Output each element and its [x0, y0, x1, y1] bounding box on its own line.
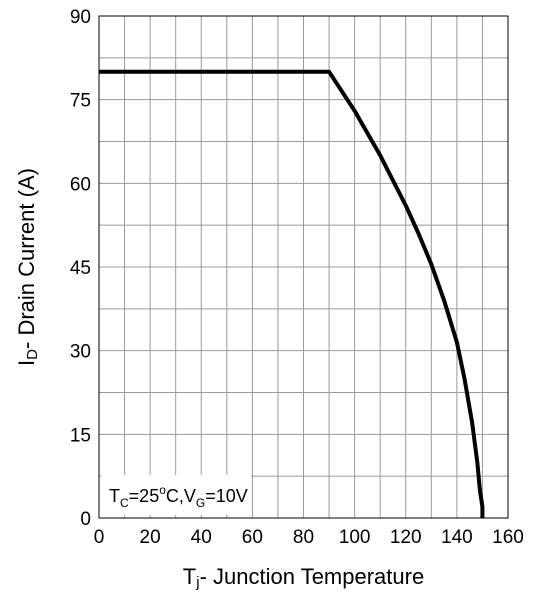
y-tick-label: 30: [70, 342, 91, 363]
y-tick-label: 60: [70, 174, 91, 195]
annotation-box: TC=25oC,VG=10V: [101, 475, 251, 515]
annotation-c: C,V: [166, 486, 196, 506]
x-tick-label: 120: [390, 527, 422, 548]
annotation-t: T: [109, 486, 120, 506]
annotation-box-frame: [101, 475, 251, 515]
grid: [98, 15, 509, 519]
x-axis-label-main: T: [183, 564, 196, 589]
x-tick-label: 140: [441, 527, 473, 548]
annotation-text: TC=25oC,VG=10V: [109, 483, 248, 510]
y-axis-label: ID- Drain Current (A): [14, 168, 41, 366]
x-tick-label: 0: [94, 527, 105, 548]
y-axis-label-rest: - Drain Current (A): [14, 168, 39, 349]
x-tick-label: 40: [191, 527, 212, 548]
annotation-eq2: =10V: [205, 486, 248, 506]
y-axis-label-sub: D: [24, 349, 41, 360]
plot-frame: [98, 15, 509, 519]
x-tick-label: 80: [293, 527, 314, 548]
x-tick-label: 160: [492, 527, 524, 548]
x-tick-labels: 0 20 40 60 80 100 120 140 160: [94, 527, 524, 548]
y-axis-label-main: I: [14, 360, 39, 366]
annotation-deg: o: [159, 483, 166, 497]
x-tick-label: 60: [242, 527, 263, 548]
y-tick-label: 15: [70, 425, 91, 446]
y-tick-label: 75: [70, 91, 91, 112]
y-tick-label: 90: [70, 7, 91, 28]
annotation-v-sub: G: [196, 496, 205, 510]
series-line: [99, 69, 485, 518]
x-axis-label-rest: - Junction Temperature: [200, 564, 425, 589]
x-tick-label: 20: [140, 527, 161, 548]
x-axis-label-sub: j: [195, 574, 199, 591]
y-tick-label: 45: [70, 258, 91, 279]
y-tick-label: 0: [80, 509, 91, 530]
annotation-t-sub: C: [120, 496, 129, 510]
x-tick-label: 100: [339, 527, 371, 548]
y-tick-labels: 0 15 30 45 60 75 90: [70, 7, 91, 530]
x-axis-label: Tj- Junction Temperature: [183, 564, 424, 591]
annotation-eq1: =25: [129, 486, 160, 506]
